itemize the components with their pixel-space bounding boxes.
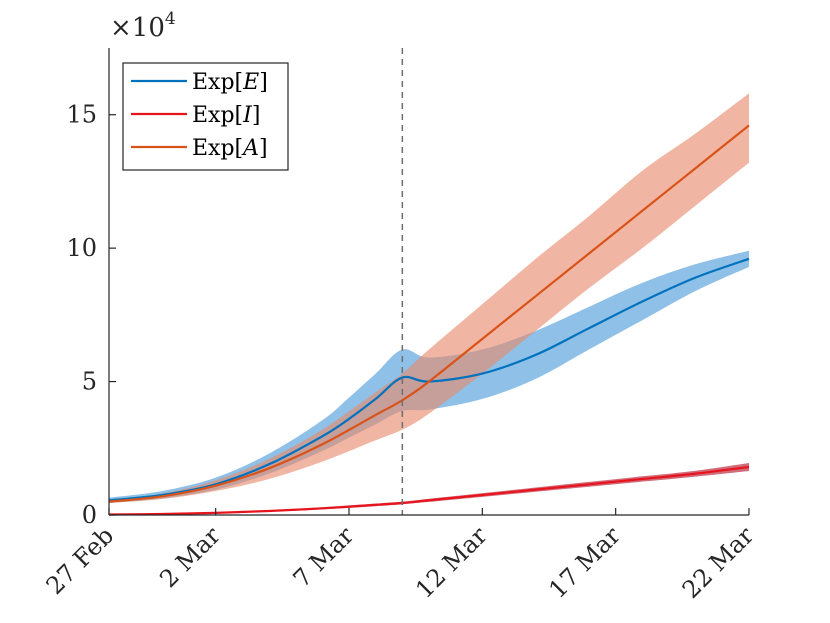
y-axis-ticks: 0 5 10 15	[66, 101, 116, 529]
legend: Exp[E] Exp[I] Exp[A]	[122, 62, 289, 171]
x-tick-label: 27 Feb	[41, 521, 120, 600]
legend-label-I: Exp[I]	[192, 103, 260, 128]
y-tick-label: 15	[66, 101, 97, 129]
legend-label-E: Exp[E]	[192, 70, 268, 95]
y-tick-label: 5	[82, 368, 97, 396]
confidence-bands	[109, 93, 749, 515]
line-E	[108, 257, 750, 502]
y-tick-label: 0	[82, 501, 97, 529]
y-axis-multiplier: ×104	[110, 9, 176, 43]
x-tick-label: 12 Mar	[410, 521, 493, 604]
x-tick-label: 22 Mar	[677, 521, 760, 604]
x-axis-ticks: 27 Feb 2 Mar 7 Mar 12 Mar 17 Mar 22 Mar	[41, 508, 760, 604]
x-tick-label: 7 Mar	[288, 521, 360, 593]
legend-label-A: Exp[A]	[192, 136, 268, 161]
y-tick-label: 10	[66, 234, 97, 262]
x-tick-label: 17 Mar	[544, 521, 627, 604]
x-tick-label: 2 Mar	[154, 521, 226, 593]
mean-lines	[108, 124, 750, 516]
line-A	[108, 124, 750, 503]
line-I	[108, 465, 750, 516]
